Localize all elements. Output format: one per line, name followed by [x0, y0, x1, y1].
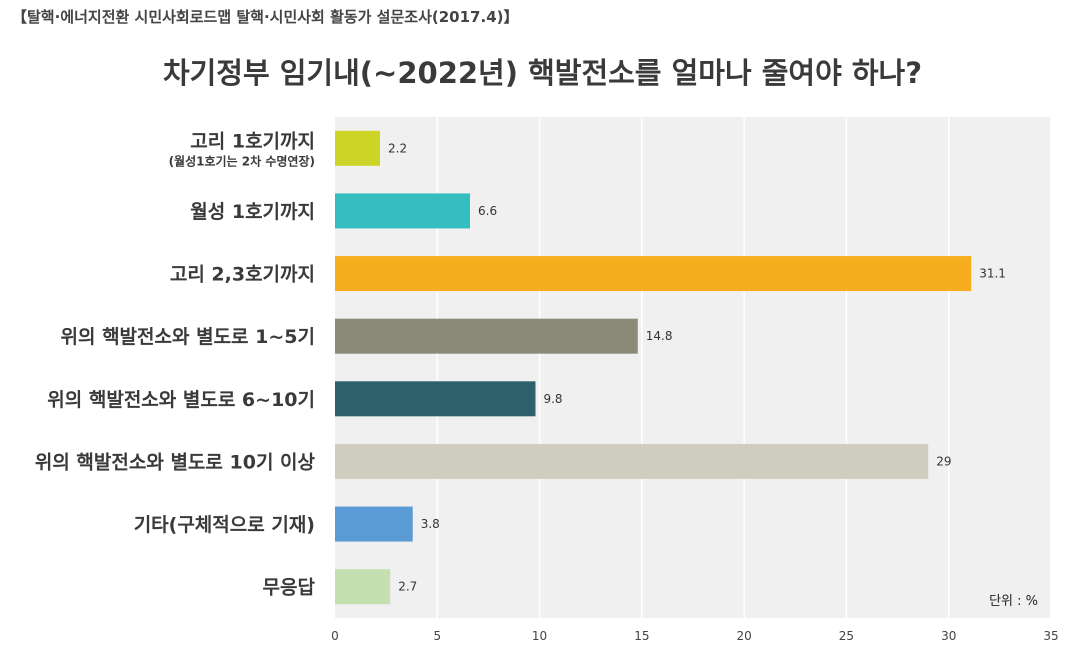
data-label: 2.2	[388, 141, 407, 155]
category-label: 무응답	[263, 577, 316, 599]
x-tick-label: 30	[941, 629, 956, 643]
category-label: 기타(구체적으로 기재)	[134, 514, 315, 536]
category-sublabel: (월성1호기는 2차 수명연장)	[169, 153, 315, 168]
data-label: 3.8	[421, 517, 440, 531]
source-caption: 【탈핵·에너지전환 시민사회로드맵 탈핵·시민사회 활동가 설문조사(2017.…	[12, 8, 519, 26]
unit-label: 단위 : %	[989, 594, 1038, 609]
x-tick-label: 35	[1043, 629, 1058, 643]
x-tick-label: 15	[634, 629, 649, 643]
category-label: 고리 1호기까지	[190, 130, 315, 152]
bar	[335, 256, 972, 292]
category-label: 월성 1호기까지	[190, 201, 315, 223]
x-tick-label: 5	[433, 629, 441, 643]
category-label: 위의 핵발전소와 별도로 1~5기	[61, 326, 316, 348]
bar	[335, 318, 638, 354]
bar	[335, 193, 471, 229]
x-tick-label: 10	[532, 629, 547, 643]
bar	[335, 130, 381, 166]
bar	[335, 381, 536, 417]
bar	[335, 506, 413, 542]
bar	[335, 443, 929, 479]
x-tick-label: 25	[839, 629, 854, 643]
gridlines	[436, 117, 1052, 618]
x-axis-ticks: 0 5 10 15 20 25 30 35	[331, 629, 1058, 643]
category-label: 위의 핵발전소와 별도로 10기 이상	[35, 451, 316, 473]
bars: 2.2 6.6 31.1 14.8 9.8 29 3.8 2.7	[335, 130, 1006, 605]
data-label: 14.8	[646, 329, 673, 343]
x-tick-label: 20	[737, 629, 752, 643]
category-label: 고리 2,3호기까지	[170, 264, 315, 286]
category-label: 위의 핵발전소와 별도로 6~10기	[47, 389, 315, 411]
bar	[335, 569, 391, 605]
chart-title: 차기정부 임기내(~2022년) 핵발전소를 얼마나 줄여야 하나?	[162, 56, 923, 90]
data-label: 6.6	[478, 204, 497, 218]
x-tick-label: 0	[331, 629, 339, 643]
data-label: 31.1	[979, 267, 1006, 281]
data-label: 2.7	[398, 580, 417, 594]
plot-area	[335, 117, 1051, 618]
data-label: 29	[936, 454, 951, 468]
data-label: 9.8	[543, 392, 562, 406]
